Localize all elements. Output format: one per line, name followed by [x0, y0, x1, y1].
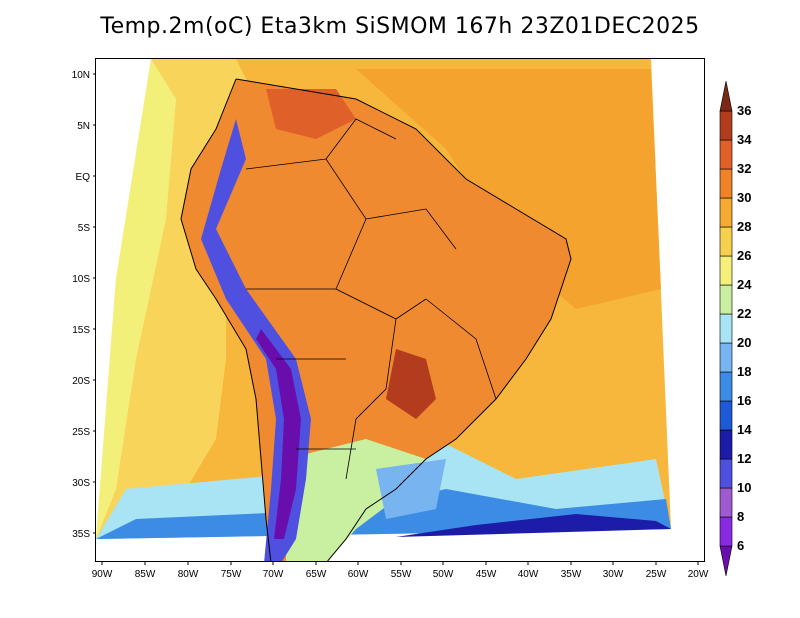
- map-title: Temp.2m(oC) Eta3km SiSMOM 167h 23Z01DEC2…: [100, 14, 700, 39]
- colorbar-cell: [719, 255, 733, 286]
- colorbar-label: 28: [737, 219, 751, 234]
- colorbar-cell: [719, 516, 733, 547]
- y-tick-label: 10N: [72, 70, 90, 81]
- colorbar-label: 10: [737, 480, 751, 495]
- colorbar-label: 14: [737, 422, 752, 437]
- x-tick-label: 55W: [391, 569, 412, 580]
- colorbar-label: 22: [737, 306, 751, 321]
- pacific-far-field: [96, 59, 176, 539]
- x-tick-label: 65W: [306, 569, 327, 580]
- x-tick-label: 40W: [518, 569, 539, 580]
- colorbar-label: 32: [737, 161, 751, 176]
- x-tick-label: 20W: [688, 569, 709, 580]
- x-tick-label: 85W: [135, 569, 156, 580]
- south-atlantic-coldest: [396, 514, 671, 537]
- colorbar-label: 8: [737, 509, 744, 524]
- colorbar-label: 12: [737, 451, 751, 466]
- x-tick-label: 70W: [263, 569, 284, 580]
- tropical-atlantic: [356, 69, 661, 309]
- x-tick-label: 60W: [348, 569, 369, 580]
- colorbar-label: 6: [737, 538, 744, 553]
- colorbar-label: 16: [737, 393, 751, 408]
- colorbar-cell: [719, 168, 733, 199]
- x-tick-label: 45W: [476, 569, 497, 580]
- y-tick-label: EQ: [76, 172, 91, 183]
- x-tick-label: 25W: [646, 569, 667, 580]
- temperature-field: [96, 59, 671, 561]
- uruguay-cool: [376, 459, 446, 519]
- y-tick-label: 25S: [72, 427, 90, 438]
- colorbar-cell: [719, 545, 733, 577]
- colorbar-cell: [719, 487, 733, 518]
- x-tick-label: 50W: [433, 569, 454, 580]
- colorbar: 6 8 10 12 14 16 18 20 22 24 26 28 30 32 …: [719, 80, 752, 577]
- colorbar-label: 18: [737, 364, 751, 379]
- andes-coldest: [256, 329, 301, 539]
- x-axis: 90W 85W 80W 75W 70W 65W 60W 55W 50W 45W …: [92, 562, 709, 580]
- hot-north: [266, 89, 356, 139]
- colorbar-cell: [719, 197, 733, 228]
- y-tick-label: 5N: [77, 121, 90, 132]
- x-tick-label: 80W: [178, 569, 199, 580]
- colorbar-cell: [719, 80, 733, 112]
- colorbar-cell: [719, 139, 733, 170]
- colorbar-label: 34: [737, 132, 752, 147]
- y-tick-label: 20S: [72, 376, 90, 387]
- y-tick-label: 10S: [72, 274, 90, 285]
- y-tick-label: 35S: [72, 529, 90, 540]
- colorbar-cell: [719, 226, 733, 257]
- x-tick-label: 35W: [561, 569, 582, 580]
- y-tick-label: 30S: [72, 478, 90, 489]
- colorbar-cell: [719, 284, 733, 315]
- y-tick-label: 15S: [72, 325, 90, 336]
- y-tick-label: 5S: [78, 223, 91, 234]
- x-tick-label: 30W: [603, 569, 624, 580]
- y-axis: 10N 5N EQ 5S 10S 15S 20S 25S 30S 35S: [72, 70, 95, 540]
- colorbar-cells: [719, 80, 733, 577]
- map-panel: [95, 58, 705, 562]
- colorbar-label: 20: [737, 335, 751, 350]
- colorbar-cell: [719, 110, 733, 141]
- colorbar-cell: [719, 458, 733, 489]
- colorbar-label: 30: [737, 190, 751, 205]
- colorbar-cell: [719, 313, 733, 344]
- x-tick-label: 90W: [92, 569, 113, 580]
- hot-core: [386, 349, 436, 419]
- coastline: [180, 78, 572, 561]
- colorbar-label: 26: [737, 248, 751, 263]
- colorbar-label: 24: [737, 277, 752, 292]
- colorbar-cell: [719, 400, 733, 431]
- colorbar-cell: [719, 371, 733, 402]
- colorbar-label: 36: [737, 103, 751, 118]
- x-tick-label: 75W: [221, 569, 242, 580]
- colorbar-cell: [719, 429, 733, 460]
- colorbar-cell: [719, 342, 733, 373]
- country-borders: [245, 118, 497, 480]
